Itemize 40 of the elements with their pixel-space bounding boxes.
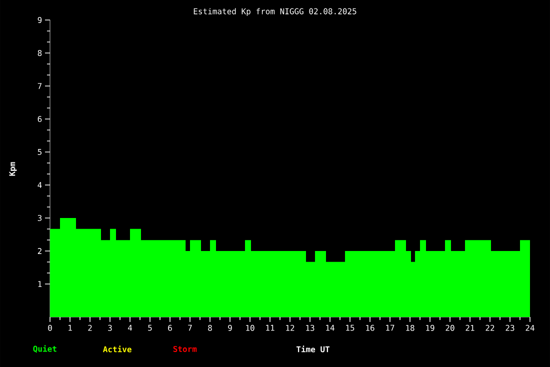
x-tick-label: 16 xyxy=(366,324,374,331)
x-tick-label: 18 xyxy=(406,324,414,331)
x-tick-label: 3 xyxy=(108,324,112,331)
y-axis-title: Kpm xyxy=(9,162,17,176)
x-tick-label: 2 xyxy=(88,324,92,331)
x-tick-label: 14 xyxy=(326,324,334,331)
y-tick-label: 8 xyxy=(38,50,42,56)
x-tick-label: 7 xyxy=(188,324,192,331)
y-tick-label: 9 xyxy=(38,16,42,24)
x-tick-label: 13 xyxy=(306,324,314,331)
y-tick-label: 2 xyxy=(38,248,42,254)
y-tick-label: 5 xyxy=(38,149,42,155)
chart-title: Estimated Kp from NIGGG 02.08.2025 xyxy=(194,8,356,16)
x-tick-label: 12 xyxy=(286,324,294,331)
x-tick-label: 23 xyxy=(506,324,514,331)
x-tick-label: 4 xyxy=(128,324,132,331)
x-tick-label: 1 xyxy=(68,324,72,331)
y-tick-label: 4 xyxy=(38,182,42,188)
x-tick-label: 10 xyxy=(246,324,254,331)
text: Quiet xyxy=(33,345,56,353)
x-tick-label: 17 xyxy=(386,324,394,331)
x-tick-label: 6 xyxy=(168,324,172,331)
x-tick-label: 15 xyxy=(346,324,354,331)
y-tick-label: 3 xyxy=(38,214,42,222)
x-tick-label: 0 xyxy=(48,324,52,331)
x-tick-label: 20 xyxy=(446,324,454,331)
y-tick-label: 1 xyxy=(38,281,42,287)
x-tick-label: 24 xyxy=(526,324,534,331)
legend-label: Storm xyxy=(173,346,197,352)
x-tick-label: 8 xyxy=(208,324,212,331)
x-tick-label: 9 xyxy=(228,324,232,331)
x-axis-title: Time UT xyxy=(296,346,330,352)
x-tick-label: 11 xyxy=(266,324,274,331)
legend-label: Active xyxy=(103,346,132,352)
x-tick-label: 22 xyxy=(486,324,494,331)
x-tick-label: 5 xyxy=(148,324,152,331)
y-tick-label: 7 xyxy=(38,83,42,89)
x-tick-label: 21 xyxy=(466,324,474,331)
y-tick-label: 6 xyxy=(38,116,42,122)
x-tick-label: 19 xyxy=(426,324,434,331)
